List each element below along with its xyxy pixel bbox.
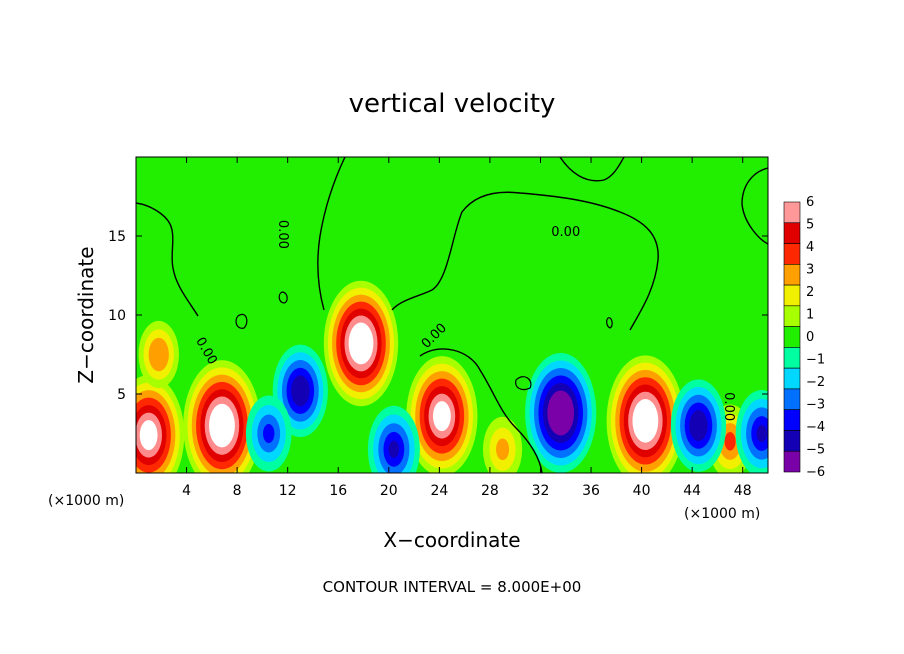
velocity-level-6-4 <box>153 346 164 363</box>
velocity-level-14-5 <box>756 424 767 443</box>
velocity-cell-4 <box>606 355 685 473</box>
x-tick-label-44: 44 <box>683 483 701 499</box>
colorbar-tick-11: −4 <box>806 420 825 435</box>
colorbar-segment-4 <box>783 264 801 286</box>
velocity-level-4-9 <box>641 413 650 429</box>
velocity-level-2-9 <box>356 336 366 351</box>
colorbar-segment-12 <box>783 430 801 452</box>
x-tick-label-36: 36 <box>582 483 600 499</box>
velocity-level-10-6 <box>295 383 305 399</box>
colorbar-tick-12: −5 <box>806 443 825 458</box>
velocity-level-9-8 <box>556 405 566 421</box>
zero-contour-mid <box>419 348 543 473</box>
colorbar-segment-2 <box>783 222 801 244</box>
velocity-level-13-4 <box>263 424 275 443</box>
x-tick-label-16: 16 <box>329 483 347 499</box>
velocity-level-7-4 <box>724 432 736 451</box>
colorbar-segment-13 <box>783 450 801 473</box>
zero-contour-top <box>559 157 625 182</box>
contour-interval-note: CONTOUR INTERVAL = 8.000E+00 <box>323 578 582 596</box>
colorbar-segment-5 <box>783 284 801 307</box>
colorbar-tick-3: 4 <box>806 240 814 255</box>
velocity-level-1-9 <box>217 418 227 433</box>
zero-contour-small-loop-1 <box>278 291 288 304</box>
colorbar-tick-1: 6 <box>806 195 814 210</box>
velocity-cell-14 <box>735 390 768 473</box>
x-unit-right: (×1000 m) <box>684 506 760 522</box>
x-tick-label-4: 4 <box>182 483 191 499</box>
x-tick-label-12: 12 <box>279 483 297 499</box>
zero-contour-right-of-center <box>317 157 346 311</box>
zero-contours <box>136 157 768 473</box>
colorbar-tick-13: −6 <box>806 465 825 480</box>
colorbar-tick-10: −3 <box>806 398 825 413</box>
velocity-cell-3 <box>406 356 478 473</box>
velocity-cell-9 <box>525 352 597 473</box>
colorbar: 6 5 4 3 2 1 0 −1 −2 −3 −4 −5 −6 <box>783 195 825 480</box>
y-tick-label-10: 10 <box>108 308 126 324</box>
x-tick-label-8: 8 <box>233 483 242 499</box>
x-tick-label-20: 20 <box>380 483 398 499</box>
plot-area: 0.000.000.000.000.00 <box>135 156 769 474</box>
colorbar-segment-7 <box>783 326 801 348</box>
colorbar-tick-8: −1 <box>806 353 825 368</box>
colorbar-segment-8 <box>783 347 801 369</box>
velocity-cell-6 <box>138 320 179 389</box>
colorbar-tick-2: 5 <box>806 218 814 233</box>
velocity-level-11-6 <box>693 417 704 434</box>
y-tick-label-15: 15 <box>108 229 126 245</box>
velocity-level-8-3 <box>496 438 510 461</box>
y-tick-label-5: 5 <box>117 387 126 403</box>
zero-contour-center-right <box>391 191 659 331</box>
x-tick-label-32: 32 <box>532 483 550 499</box>
velocity-cell-1 <box>183 360 261 473</box>
x-axis-label: X−coordinate <box>383 528 520 552</box>
x-tick-label-24: 24 <box>430 483 448 499</box>
contour-label-1: 0.00 <box>551 225 580 240</box>
zero-contour-small-loop-3 <box>515 376 532 391</box>
colorbar-segment-6 <box>783 305 801 327</box>
x-unit-left: (×1000 m) <box>48 493 124 509</box>
colorbar-segment-1 <box>783 201 801 224</box>
colorbar-segment-10 <box>783 388 801 410</box>
colorbar-tick-9: −2 <box>806 375 825 390</box>
velocity-cell-8 <box>482 416 523 473</box>
zero-contour-left <box>136 202 199 317</box>
y-axis: 5 10 15 <box>108 229 768 403</box>
colorbar-tick-6: 1 <box>806 308 814 323</box>
contour-label-5: 0.00 <box>721 392 736 421</box>
colorbar-tick-7: 0 <box>806 330 814 345</box>
x-tick-label-40: 40 <box>633 483 651 499</box>
velocity-cell-13 <box>245 395 292 472</box>
velocity-cell-12 <box>367 405 420 473</box>
velocity-cell-11 <box>670 379 727 472</box>
velocity-level-12-5 <box>388 440 400 458</box>
velocity-level-5-8 <box>144 427 154 443</box>
x-tick-label-48: 48 <box>734 483 752 499</box>
colorbar-segment-11 <box>783 409 801 431</box>
zero-contour-top-right <box>741 167 768 245</box>
contour-label-2: 0.00 <box>275 220 290 249</box>
velocity-cell-5 <box>136 375 185 473</box>
zero-contour-small-loop-2 <box>235 313 248 329</box>
colorbar-tick-4: 3 <box>806 263 814 278</box>
colorbar-tick-5: 2 <box>806 285 814 300</box>
velocity-level-3-8 <box>437 408 447 424</box>
velocity-cell-2 <box>323 280 399 407</box>
zero-contour-small-loop-4 <box>606 317 613 329</box>
x-tick-label-28: 28 <box>481 483 499 499</box>
colorbar-segment-9 <box>783 367 801 390</box>
y-axis-label: Z−coordinate <box>74 246 98 383</box>
colorbar-segment-3 <box>783 243 801 265</box>
velocity-field <box>136 280 768 473</box>
x-axis: 4 8 12 16 20 24 28 32 36 40 44 48 <box>182 157 752 499</box>
chart-title: vertical velocity <box>349 89 556 119</box>
